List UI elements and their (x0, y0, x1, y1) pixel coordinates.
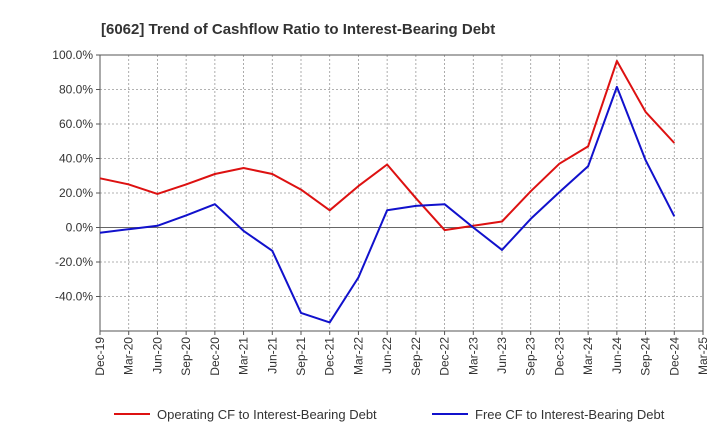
x-tick-label: Sep-24 (639, 337, 653, 376)
x-tick-label: Dec-22 (438, 337, 452, 376)
chart-title: [6062] Trend of Cashflow Ratio to Intere… (101, 21, 495, 38)
y-tick-label: 100.0% (52, 48, 93, 62)
legend: Operating CF to Interest-Bearing Debt Fr… (114, 407, 665, 422)
x-tick-label: Mar-22 (351, 337, 365, 375)
x-tick-label: Dec-20 (208, 337, 222, 376)
legend-label-operating-cf: Operating CF to Interest-Bearing Debt (157, 407, 377, 422)
y-tick-label: 0.0% (66, 221, 94, 235)
series-lines (99, 60, 676, 324)
x-axis: Dec-19 Mar-20 Jun-20 Sep-20 Dec-20 Mar-21 Jun-… (93, 331, 710, 376)
x-tick-label: Jun-24 (610, 337, 624, 374)
x-tick-label: Jun-21 (265, 337, 279, 374)
x-tick-label: Sep-22 (409, 337, 423, 376)
x-tick-label: Mar-24 (581, 337, 595, 375)
x-tick-label: Mar-20 (122, 337, 136, 375)
grid (99, 54, 704, 331)
series-line-free-cf (99, 85, 676, 324)
y-tick-label: 40.0% (59, 152, 93, 166)
y-axis: 100.0% 80.0% 60.0% 40.0% 20.0% 0.0% -20.0% -40.… (52, 48, 100, 304)
y-tick-label: 60.0% (59, 117, 93, 131)
x-tick-label: Sep-20 (179, 337, 193, 376)
x-tick-label: Mar-25 (696, 337, 710, 375)
x-tick-label: Mar-23 (466, 337, 480, 375)
x-tick-label: Dec-21 (323, 337, 337, 376)
y-tick-label: -40.0% (55, 290, 93, 304)
x-tick-label: Sep-21 (294, 337, 308, 376)
y-tick-label: 80.0% (59, 83, 93, 97)
y-tick-label: -20.0% (55, 255, 93, 269)
x-tick-label: Mar-21 (237, 337, 251, 375)
y-tick-label: 20.0% (59, 186, 93, 200)
x-tick-label: Dec-23 (552, 337, 566, 376)
x-tick-label: Jun-22 (380, 337, 394, 374)
x-tick-label: Jun-20 (150, 337, 164, 374)
x-tick-label: Dec-19 (93, 337, 107, 376)
x-tick-label: Dec-24 (667, 337, 681, 376)
series-line-operating-cf (99, 60, 676, 232)
x-tick-label: Sep-23 (524, 337, 538, 376)
x-tick-label: Jun-23 (495, 337, 509, 374)
legend-label-free-cf: Free CF to Interest-Bearing Debt (475, 407, 665, 422)
